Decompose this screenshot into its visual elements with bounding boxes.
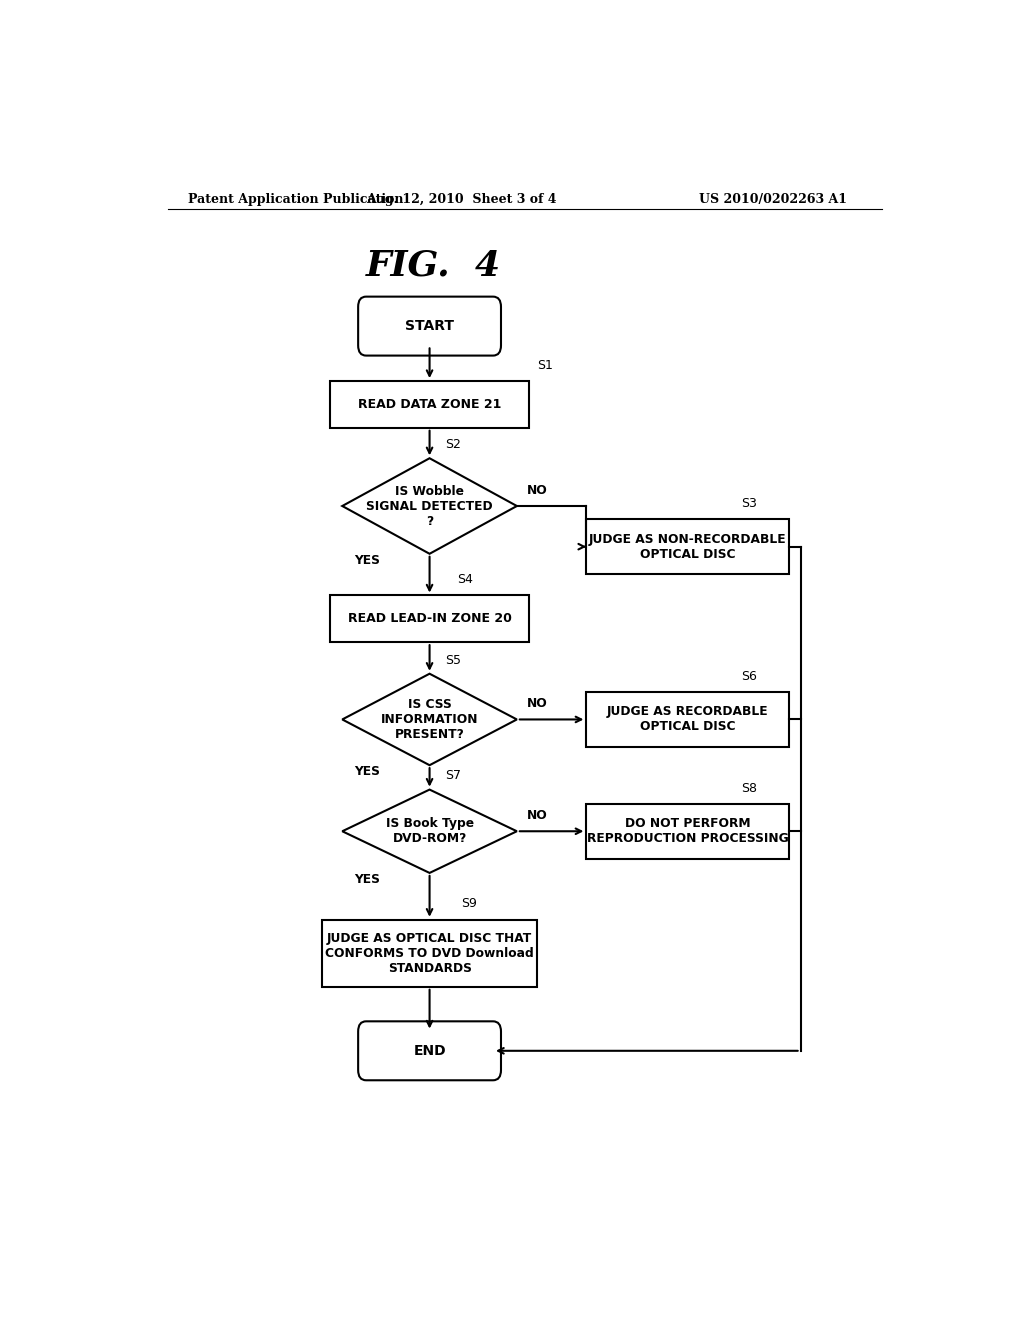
Text: YES: YES — [354, 554, 380, 568]
Text: NO: NO — [526, 697, 547, 710]
Polygon shape — [342, 673, 517, 766]
Text: US 2010/0202263 A1: US 2010/0202263 A1 — [699, 193, 848, 206]
Text: END: END — [414, 1044, 445, 1057]
Text: S2: S2 — [445, 438, 462, 451]
Text: IS Book Type
DVD-ROM?: IS Book Type DVD-ROM? — [385, 817, 474, 845]
FancyBboxPatch shape — [358, 297, 501, 355]
Text: START: START — [406, 319, 454, 333]
Text: S4: S4 — [458, 573, 473, 586]
Text: IS Wobble
SIGNAL DETECTED
?: IS Wobble SIGNAL DETECTED ? — [367, 484, 493, 528]
Text: S3: S3 — [741, 498, 757, 510]
Text: YES: YES — [354, 766, 380, 779]
Text: FIG.  4: FIG. 4 — [367, 248, 501, 282]
Bar — [331, 595, 528, 643]
Text: NO: NO — [526, 484, 547, 496]
FancyBboxPatch shape — [358, 1022, 501, 1080]
Bar — [587, 804, 788, 859]
Text: NO: NO — [526, 809, 547, 822]
Text: READ DATA ZONE 21: READ DATA ZONE 21 — [357, 397, 502, 411]
Bar — [323, 920, 537, 987]
Text: S9: S9 — [461, 898, 477, 911]
Text: Patent Application Publication: Patent Application Publication — [187, 193, 403, 206]
Text: Aug. 12, 2010  Sheet 3 of 4: Aug. 12, 2010 Sheet 3 of 4 — [366, 193, 557, 206]
Text: S6: S6 — [741, 669, 757, 682]
Bar — [331, 381, 528, 428]
Text: JUDGE AS RECORDABLE
OPTICAL DISC: JUDGE AS RECORDABLE OPTICAL DISC — [606, 705, 768, 734]
Text: JUDGE AS OPTICAL DISC THAT
CONFORMS TO DVD Download
STANDARDS: JUDGE AS OPTICAL DISC THAT CONFORMS TO D… — [326, 932, 534, 974]
Text: S7: S7 — [445, 770, 462, 783]
Text: S5: S5 — [445, 653, 462, 667]
Polygon shape — [342, 789, 517, 873]
Bar — [587, 519, 788, 574]
Bar — [587, 692, 788, 747]
Text: READ LEAD-IN ZONE 20: READ LEAD-IN ZONE 20 — [347, 612, 512, 626]
Text: JUDGE AS NON-RECORDABLE
OPTICAL DISC: JUDGE AS NON-RECORDABLE OPTICAL DISC — [589, 533, 786, 561]
Polygon shape — [342, 458, 517, 554]
Text: DO NOT PERFORM
REPRODUCTION PROCESSING: DO NOT PERFORM REPRODUCTION PROCESSING — [587, 817, 788, 845]
Text: YES: YES — [354, 873, 380, 886]
Text: S1: S1 — [537, 359, 553, 372]
Text: S8: S8 — [741, 781, 757, 795]
Text: IS CSS
INFORMATION
PRESENT?: IS CSS INFORMATION PRESENT? — [381, 698, 478, 741]
